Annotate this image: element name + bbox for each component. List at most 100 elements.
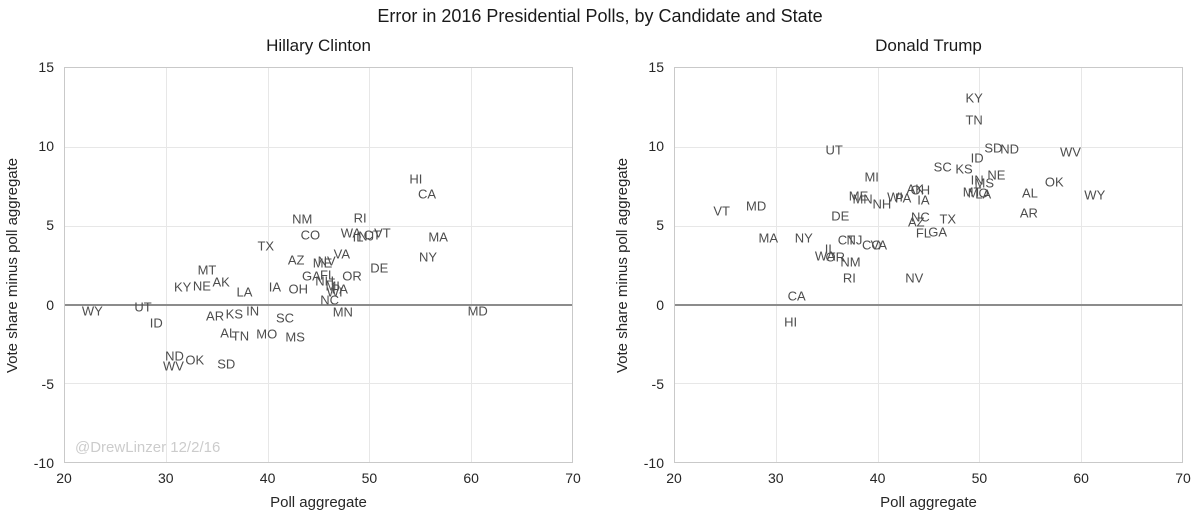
state-label-al: AL (220, 325, 237, 341)
state-label-nv: NV (317, 253, 336, 269)
state-label-ok: OK (1044, 174, 1064, 190)
state-label-mi: MI (325, 278, 340, 294)
y-tick-label-15: 15 (38, 59, 54, 75)
zero-line (675, 304, 1182, 307)
trump-x-axis-label: Poll aggregate (880, 494, 977, 511)
gridline-x-60 (470, 68, 472, 462)
state-label-wi: WI (326, 284, 343, 300)
watermark: @DrewLinzer 12/2/16 (75, 439, 221, 456)
y-tick-label--5: -5 (41, 375, 54, 392)
state-label-oh: OH (910, 182, 931, 198)
state-label-co: CO (300, 227, 321, 243)
trump-panel: Donald Trump Vote share minus poll aggre… (610, 0, 1200, 521)
y-tick-label--10: -10 (643, 455, 664, 471)
gridline-y-5 (675, 225, 1182, 227)
state-label-nj: NJ (358, 228, 375, 244)
state-label-me: ME (848, 188, 869, 204)
y-tick-label--5: -5 (651, 375, 664, 392)
state-label-vt: VT (713, 203, 730, 219)
state-label-or: OR (342, 268, 362, 284)
state-label-ri: RI (842, 270, 856, 286)
clinton-panel-title: Hillary Clinton (266, 36, 371, 55)
state-label-in: IN (246, 303, 260, 319)
state-label-mt: MT (197, 262, 217, 278)
x-tick-label-60: 60 (463, 470, 479, 486)
state-label-tx: TX (939, 211, 957, 227)
plot-area: VT MD MA HI CA NY WA IL UT OR DE CT RI NM NJ ME MN CO MI VA… (674, 67, 1183, 463)
state-label-fl: FL (320, 267, 336, 283)
x-tick-label-50: 50 (361, 470, 378, 486)
state-label-ak: AK (906, 181, 924, 197)
state-label-wv: WV (163, 358, 184, 374)
state-label-vt: VT (374, 225, 391, 241)
state-label-de: DE (831, 208, 850, 224)
state-label-az: AZ (908, 214, 925, 230)
state-label-ny: NY (794, 230, 813, 246)
state-label-mo: MO (256, 326, 278, 342)
y-tick-label-15: 15 (648, 59, 664, 75)
state-label-ar: AR (1019, 205, 1038, 221)
state-label-ky: KY (965, 90, 983, 106)
state-label-nh: NH (872, 196, 892, 212)
state-label-ms: MS (285, 329, 305, 345)
x-tick-label-20: 20 (666, 470, 682, 486)
gridline-y--5 (65, 383, 572, 385)
state-label-ak: AK (212, 274, 230, 290)
gridline-x-30 (776, 68, 778, 462)
state-label-mt: MT (962, 184, 982, 200)
state-label-ct: CT (837, 232, 856, 248)
state-label-pa: PA (331, 281, 348, 297)
state-label-nd: ND (1000, 141, 1019, 157)
state-label-ia: IA (268, 279, 282, 295)
trump-panel-title: Donald Trump (875, 36, 982, 55)
x-tick-label-70: 70 (1175, 470, 1191, 486)
gridline-y-10 (675, 146, 1182, 148)
state-label-in: IN (970, 172, 984, 188)
state-label-ma: MA (428, 229, 448, 245)
y-tick-label-10: 10 (38, 138, 54, 155)
x-tick-label-30: 30 (768, 470, 784, 486)
state-label-wa: WA (340, 225, 362, 241)
y-tick-label--10: -10 (33, 455, 54, 471)
state-label-nc: NC (910, 209, 930, 225)
state-label-ny: NY (418, 249, 438, 265)
state-label-nv: NV (905, 270, 924, 286)
state-label-sd: SD (217, 356, 236, 372)
state-label-sd: SD (984, 140, 1003, 156)
y-tick-label-0: 0 (656, 296, 664, 313)
state-label-ga: GA (928, 224, 948, 240)
state-label-oh: OH (288, 281, 308, 297)
state-label-ut: UT (825, 142, 843, 158)
plot-area: @DrewLinzer 12/2/16 WY UT ID WV ND KY OK NE MT AR… (64, 67, 573, 463)
y-tick-label-0: 0 (46, 296, 54, 313)
x-tick-label-30: 30 (158, 470, 174, 486)
state-label-ca: CA (417, 186, 437, 202)
state-label-hi: HI (409, 171, 423, 187)
state-label-mi: MI (864, 169, 879, 185)
state-label-mn: MN (852, 191, 873, 207)
trump-x-tick-labels: 20 30 40 50 60 70 (666, 470, 1191, 490)
zero-line (65, 304, 572, 307)
state-label-ma: MA (758, 230, 779, 246)
state-label-de: DE (370, 260, 389, 276)
state-label-ca: CA (787, 288, 806, 304)
state-label-sc: SC (276, 310, 295, 326)
x-tick-label-20: 20 (56, 470, 72, 486)
state-label-ms: MS (974, 175, 995, 191)
state-label-sc: SC (933, 159, 952, 175)
state-label-id: ID (970, 150, 984, 166)
x-tick-label-70: 70 (565, 470, 581, 486)
state-label-md: MD (467, 303, 488, 319)
state-label-ar: AR (206, 308, 225, 324)
state-label-il: IL (352, 229, 364, 245)
state-label-ne: NE (987, 167, 1006, 183)
state-label-tn: TN (965, 112, 983, 128)
x-tick-label-40: 40 (869, 470, 886, 486)
x-tick-label-60: 60 (1073, 470, 1089, 486)
clinton-x-tick-labels: 20 30 40 50 60 70 (56, 470, 581, 490)
state-label-va: VA (870, 237, 888, 253)
state-label-va: VA (333, 246, 351, 262)
state-label-tx: TX (257, 238, 275, 254)
state-label-wy: WY (1084, 187, 1106, 203)
state-label-wi: WI (887, 189, 903, 205)
